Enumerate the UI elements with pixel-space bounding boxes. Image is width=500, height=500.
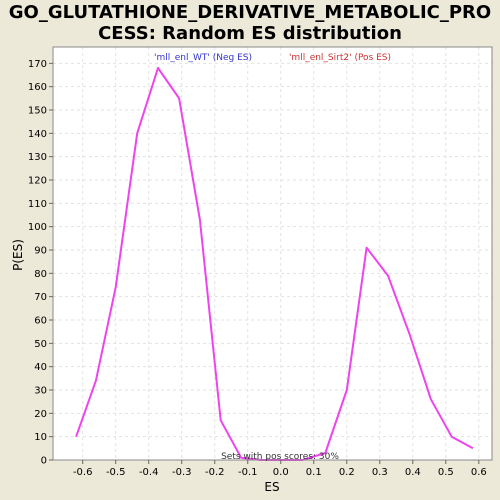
x-tick-label: -0.3 [172,467,192,478]
plot-area [53,47,492,460]
plot-frame [52,46,493,461]
legend-neg-es: 'mll_enl_WT' (Neg ES) [154,53,252,63]
x-tick-label: 0.2 [339,467,355,478]
pos-scores-annotation: Sets with pos scores: 30% [221,452,339,462]
y-tick-label: 50 [34,339,47,350]
x-tick-label: -0.2 [205,467,225,478]
chart-title-line-2: CESS: Random ES distribution [98,23,402,44]
chart-title: GO_GLUTATHIONE_DERIVATIVE_METABOLIC_PRO … [0,2,500,44]
chart-title-line-1: GO_GLUTATHIONE_DERIVATIVE_METABOLIC_PRO [8,2,492,23]
y-tick-label: 40 [34,362,47,373]
y-tick-label: 120 [28,176,47,187]
y-axis: 0 10 20 30 40 50 60 70 80 90 100 110 120 130 140 150 160… [28,59,53,467]
y-tick-label: 150 [28,106,47,117]
y-tick-label: 80 [34,269,47,280]
legend-pos-es: 'mll_enl_Sirt2' (Pos ES) [289,53,391,63]
y-tick-label: 90 [34,246,47,257]
y-axis-title: P(ES) [11,239,25,271]
y-tick-label: 130 [28,152,47,163]
x-axis: -0.6 -0.5 -0.4 -0.3 -0.2 -0.1 0.0 0.1 0.2 0.3 0.4 0… [73,460,487,478]
y-tick-label: 30 [34,386,47,397]
y-tick-label: 100 [28,222,47,233]
y-tick-label: 140 [28,129,47,140]
x-tick-label: -0.4 [139,467,159,478]
x-tick-label: 0.3 [372,467,388,478]
x-tick-label: -0.1 [238,467,258,478]
y-tick-label: 60 [34,316,47,327]
y-tick-label: 160 [28,82,47,93]
x-tick-label: 0.1 [306,467,322,478]
x-tick-label: 0.6 [471,467,487,478]
y-tick-label: 110 [28,199,47,210]
x-tick-label: -0.5 [106,467,126,478]
x-tick-label: 0.4 [405,467,421,478]
y-tick-label: 10 [34,432,47,443]
y-tick-label: 170 [28,59,47,70]
x-axis-title: ES [264,480,279,494]
y-tick-label: 20 [34,409,47,420]
y-tick-label: 0 [41,456,47,467]
x-tick-label: -0.6 [73,467,93,478]
x-tick-label: 0.5 [438,467,454,478]
y-tick-label: 70 [34,292,47,303]
x-tick-label: 0.0 [273,467,289,478]
